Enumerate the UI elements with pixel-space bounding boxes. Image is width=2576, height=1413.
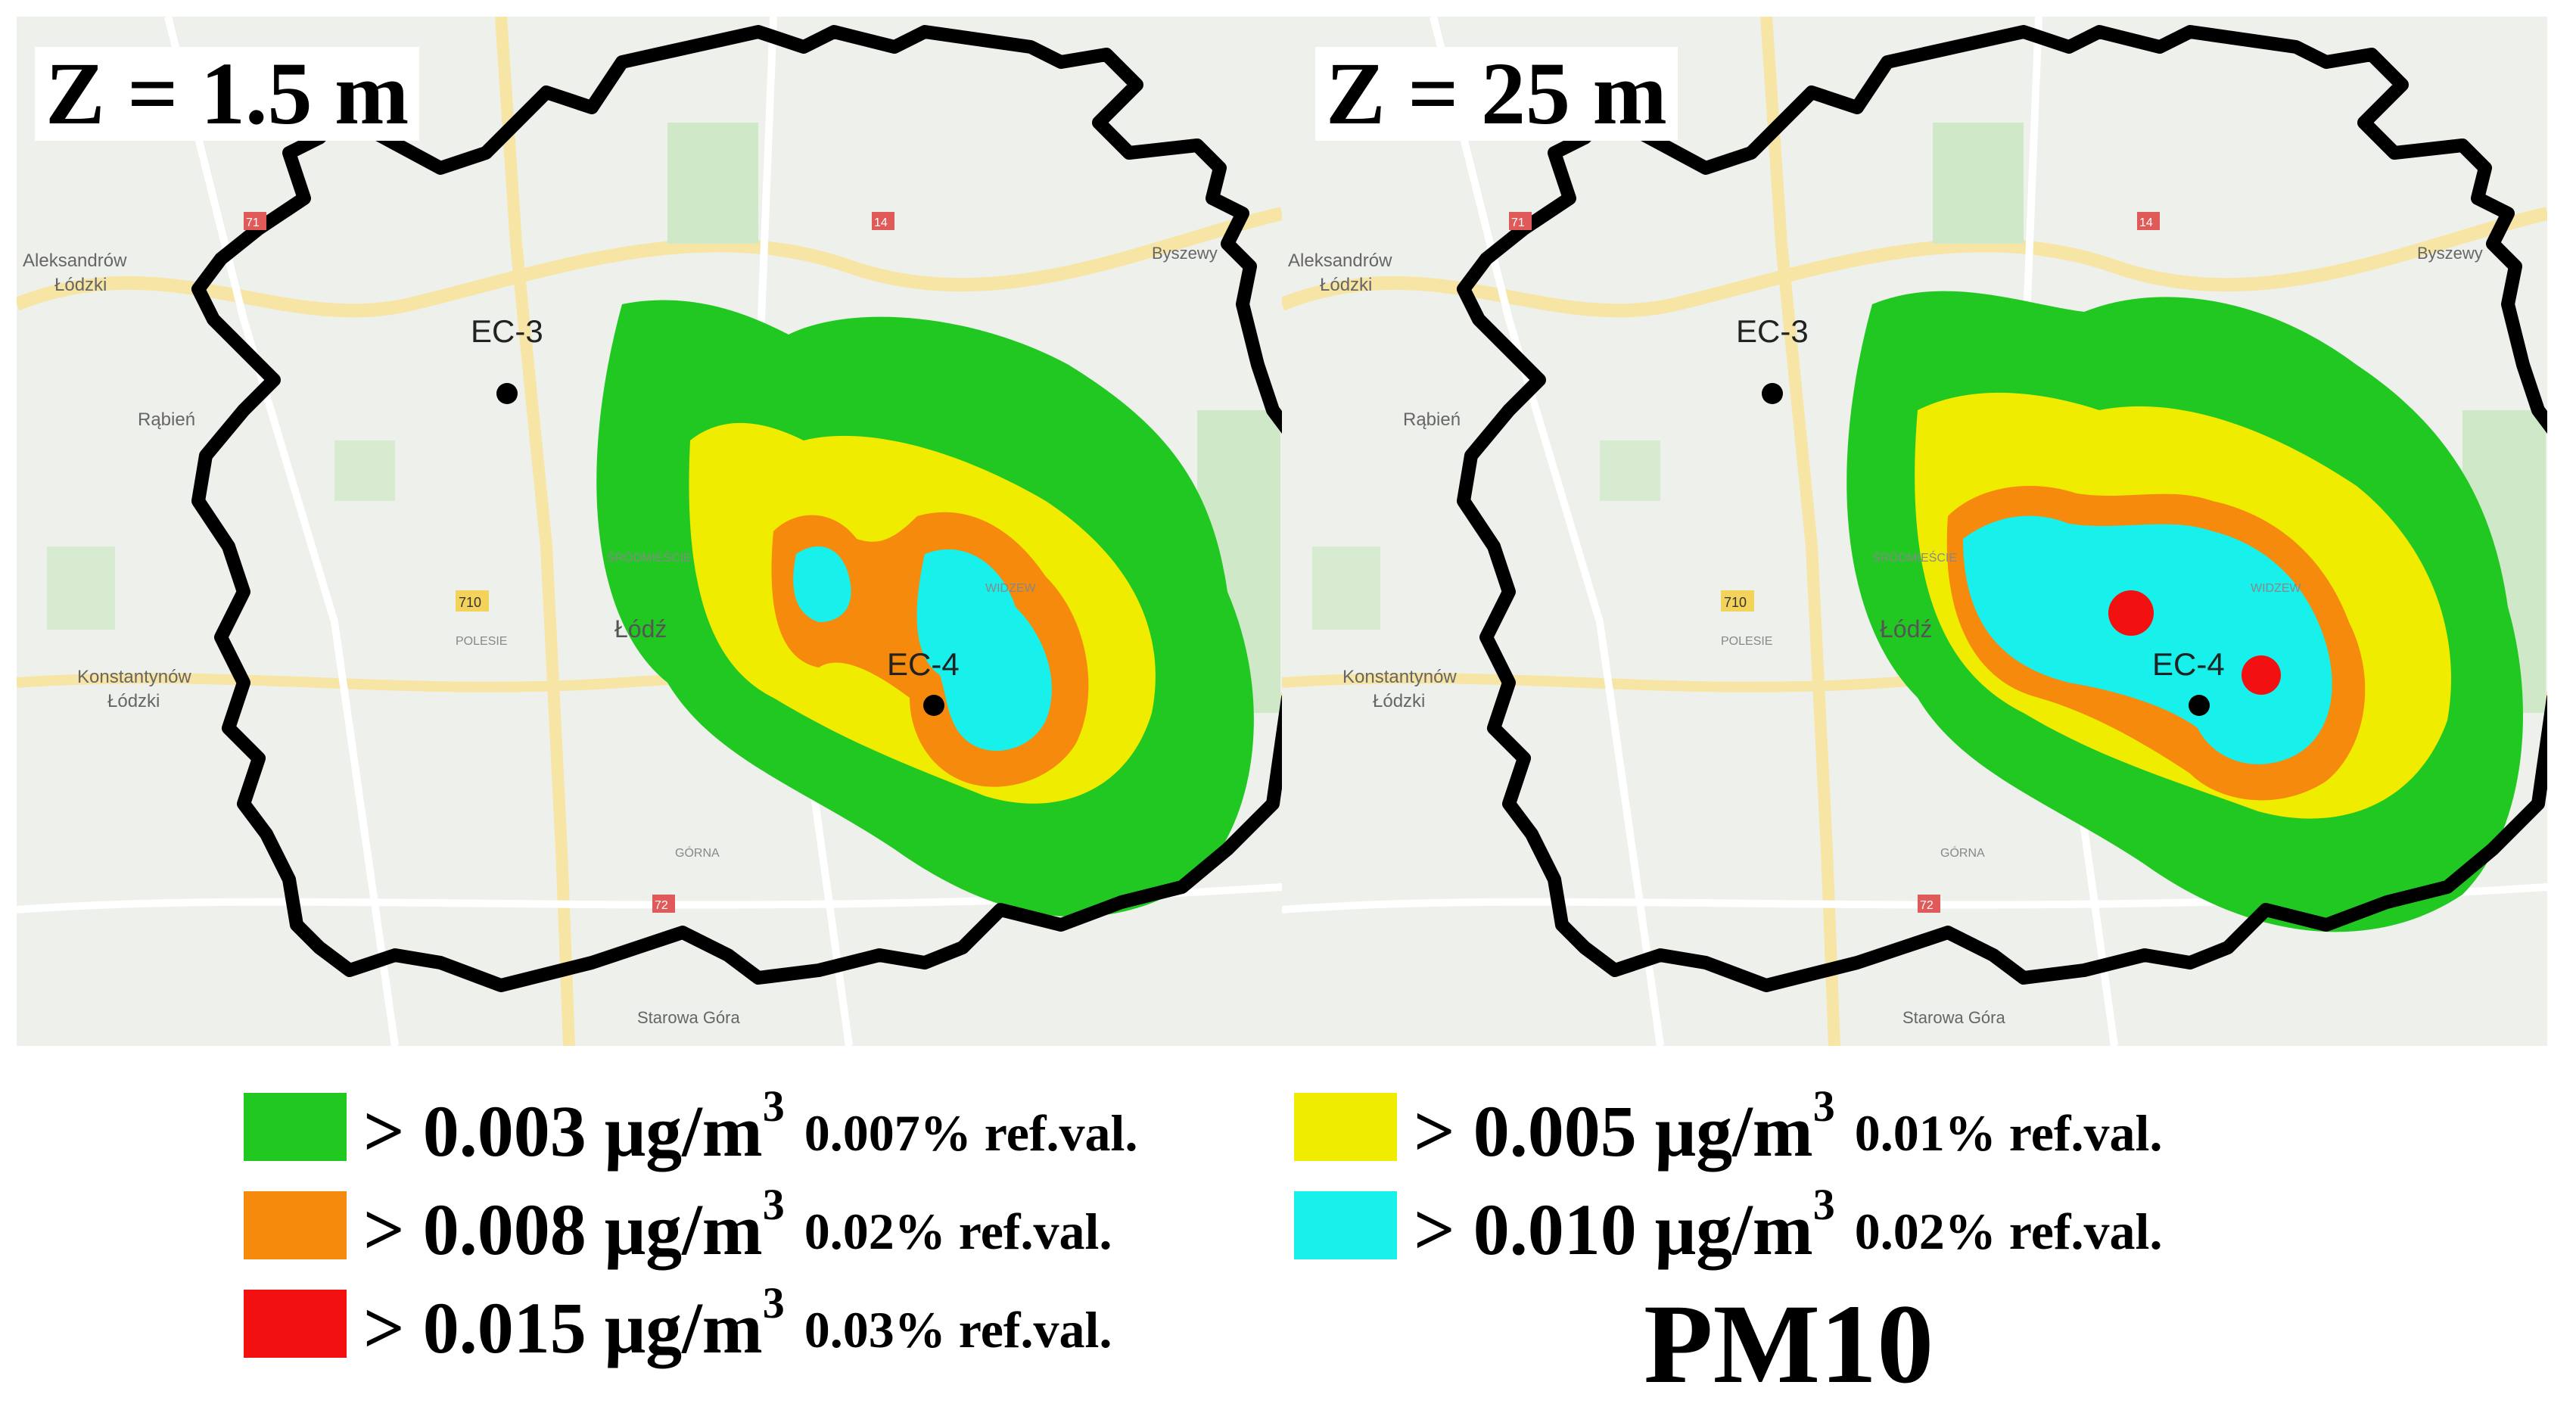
road-72-label: 72	[655, 899, 668, 912]
aleksandrow-label-line1: Aleksandrów	[1288, 251, 1392, 271]
legend-concentration: > 0.003 μg/m3	[363, 1082, 785, 1172]
konstantynow-label-line2: Łódzki	[1373, 691, 1425, 711]
legend-swatch	[1294, 1093, 1397, 1161]
height-label: Z = 1.5 m	[35, 47, 420, 141]
srodmiescie-label: ŚRÓDMIEŚCIE	[1872, 550, 1957, 565]
srodmiescie-label: ŚRÓDMIEŚCIE	[607, 550, 692, 565]
red-hotspot-1	[2108, 590, 2154, 636]
legend-swatch	[1294, 1191, 1397, 1259]
map-panel-z25: EC-3 EC-4 Łódź Aleksandrów Łódzki Konsta…	[1282, 17, 2547, 1046]
city-boundary	[191, 25, 1282, 992]
widzew-label: WIDZEW	[2251, 582, 2302, 595]
aleksandrow-label-line2: Łódzki	[1320, 275, 1372, 295]
ec4-marker	[2189, 695, 2210, 716]
city-label: Łódź	[1880, 615, 1932, 643]
legend-item-cyan: > 0.010 μg/m3 0.02% ref.val.	[1294, 1179, 2162, 1271]
road-72-label: 72	[1920, 899, 1934, 912]
map-right: EC-3 EC-4 Łódź Aleksandrów Łódzki Konsta…	[1282, 17, 2547, 1046]
ec4-marker	[923, 695, 944, 716]
legend: > 0.003 μg/m3 0.007% ref.val. > 0.005 μg…	[0, 1046, 2576, 1413]
city-boundary	[1457, 25, 2547, 992]
rabien-label: Rąbień	[138, 409, 195, 430]
legend-concentration: > 0.008 μg/m3	[363, 1180, 785, 1270]
legend-ref-value: 0.01% ref.val.	[1854, 1103, 2163, 1162]
concentration-plume	[1846, 291, 2523, 932]
legend-item-green: > 0.003 μg/m3 0.007% ref.val.	[244, 1081, 1137, 1173]
legend-ref-value: 0.007% ref.val.	[804, 1103, 1138, 1162]
concentration-plume	[596, 300, 1254, 917]
aleksandrow-label-line2: Łódzki	[54, 275, 107, 295]
red-hotspot-2	[2242, 655, 2281, 695]
road-71-label: 71	[246, 216, 260, 229]
rabien-label: Rąbień	[1403, 409, 1461, 430]
legend-ref-value: 0.03% ref.val.	[804, 1300, 1112, 1359]
road-14-label: 14	[874, 216, 888, 229]
polesie-label: POLESIE	[456, 635, 507, 648]
ec3-label: EC-3	[471, 313, 543, 349]
height-label: Z = 25 m	[1315, 47, 1678, 141]
red-hotspots	[2108, 590, 2281, 695]
konstantynow-label-line1: Konstantynów	[1342, 667, 1457, 687]
starowa-gora-label: Starowa Góra	[1902, 1008, 2005, 1027]
widzew-label: WIDZEW	[985, 582, 1037, 595]
byszewy-label: Byszewy	[1152, 244, 1218, 263]
konstantynow-label-line2: Łódzki	[107, 691, 160, 711]
ec3-marker	[1762, 383, 1783, 404]
legend-item-yellow: > 0.005 μg/m3 0.01% ref.val.	[1294, 1081, 2162, 1173]
ec3-label: EC-3	[1736, 313, 1809, 349]
legend-swatch	[244, 1191, 347, 1259]
legend-item-red: > 0.015 μg/m3 0.03% ref.val.	[244, 1278, 1112, 1370]
starowa-gora-label: Starowa Góra	[637, 1008, 740, 1027]
pollutant-label: PM10	[1644, 1281, 1934, 1407]
road-71-label: 71	[1511, 216, 1525, 229]
gorna-label: GÓRNA	[1940, 845, 1985, 860]
legend-ref-value: 0.02% ref.val.	[1854, 1202, 2163, 1260]
gorna-label: GÓRNA	[675, 845, 720, 860]
legend-ref-value: 0.02% ref.val.	[804, 1202, 1112, 1260]
road-14-label: 14	[2139, 216, 2153, 229]
ec3-marker	[496, 383, 518, 404]
ec4-label: EC-4	[2152, 646, 2225, 682]
legend-concentration: > 0.005 μg/m3	[1414, 1082, 1835, 1172]
road-710-label: 710	[1724, 595, 1747, 610]
ec4-label: EC-4	[887, 646, 960, 682]
legend-concentration: > 0.010 μg/m3	[1414, 1180, 1835, 1270]
konstantynow-label-line1: Konstantynów	[77, 667, 191, 687]
road-710-label: 710	[459, 595, 481, 610]
aleksandrow-label-line1: Aleksandrów	[23, 251, 127, 271]
map-panel-z1-5: EC-3 EC-4 Łódź Aleksandrów Łódzki Konsta…	[17, 17, 1282, 1046]
legend-swatch	[244, 1093, 347, 1161]
legend-swatch	[244, 1290, 347, 1358]
city-label: Łódź	[614, 615, 667, 643]
polesie-label: POLESIE	[1721, 635, 1772, 648]
legend-item-orange: > 0.008 μg/m3 0.02% ref.val.	[244, 1179, 1112, 1271]
legend-concentration: > 0.015 μg/m3	[363, 1278, 785, 1368]
map-left: EC-3 EC-4 Łódź Aleksandrów Łódzki Konsta…	[17, 17, 1282, 1046]
byszewy-label: Byszewy	[2417, 244, 2483, 263]
